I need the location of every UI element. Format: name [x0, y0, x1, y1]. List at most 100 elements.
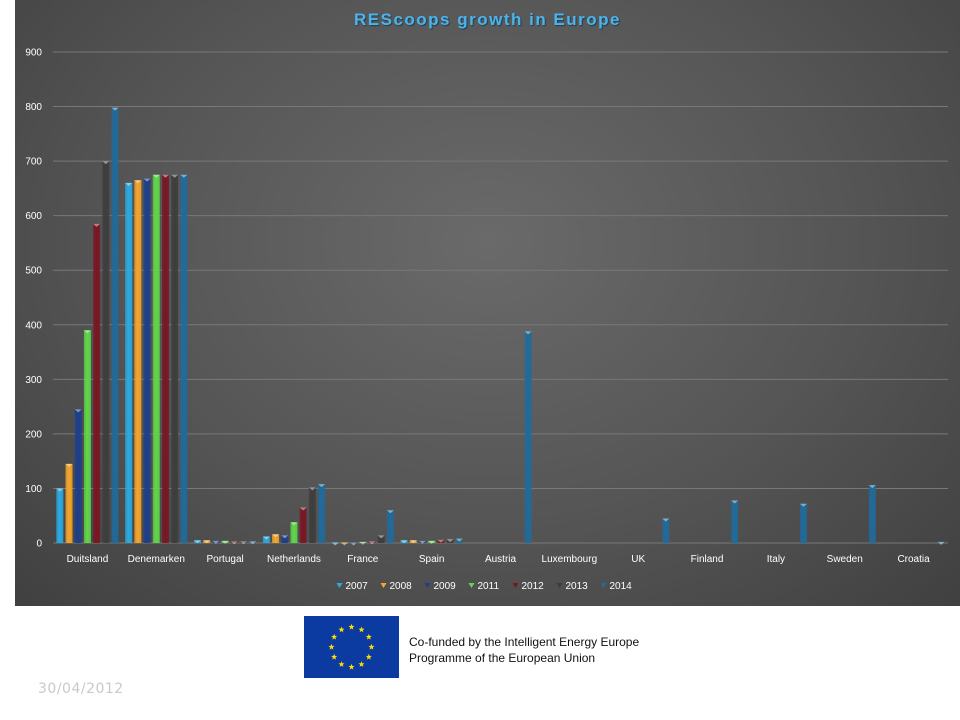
bar-cap: [428, 540, 436, 544]
bar-cap: [400, 540, 408, 544]
legend-item: 2008: [380, 581, 412, 592]
bar-cap: [308, 487, 316, 491]
legend-label: 2013: [566, 581, 589, 592]
eu-star: [338, 626, 345, 633]
bar-cap: [125, 182, 133, 186]
y-tick-label: 800: [25, 102, 42, 113]
y-tick-label: 400: [25, 320, 42, 331]
legend-label: 2011: [478, 581, 500, 592]
legend-swatch: [556, 583, 563, 588]
bar: [409, 540, 417, 543]
bar: [368, 541, 376, 543]
bar-cap: [111, 107, 119, 111]
bar-cap: [93, 223, 101, 227]
bar: [937, 541, 945, 543]
bar-cap: [937, 541, 945, 545]
bar-cap: [249, 541, 257, 545]
bar: [799, 503, 807, 543]
bar-cap: [262, 536, 270, 540]
bar: [194, 540, 202, 543]
bar-cap: [212, 540, 220, 544]
bar: [446, 539, 454, 543]
bar-cap: [272, 534, 280, 538]
x-tick-label: Austria: [485, 554, 517, 565]
bar: [203, 540, 211, 543]
bar-cap: [386, 510, 394, 514]
bar: [143, 178, 151, 543]
legend-item: 2011: [468, 581, 500, 592]
bar: [230, 541, 238, 543]
bar-cap: [203, 540, 211, 544]
bar-cap: [455, 538, 463, 542]
bar-cap: [359, 541, 367, 545]
bar: [662, 518, 670, 543]
bar: [74, 409, 82, 543]
x-tick-label: Spain: [419, 554, 445, 565]
bar-cap: [65, 463, 73, 467]
eu-star: [368, 643, 375, 650]
eu-star: [358, 626, 365, 633]
x-tick-label: Luxembourg: [542, 554, 598, 565]
legend-label: 2009: [434, 581, 457, 592]
bar: [134, 180, 142, 543]
bar: [111, 107, 119, 543]
y-tick-label: 300: [25, 375, 42, 386]
eu-star: [358, 661, 365, 667]
bar-cap: [662, 518, 670, 522]
eu-star: [365, 633, 372, 640]
chart-title: REScoops growth in Europe: [353, 10, 621, 29]
bar: [318, 484, 326, 543]
bar: [56, 488, 64, 543]
x-tick-label: UK: [631, 554, 645, 565]
x-tick-label: Sweden: [827, 554, 863, 565]
bar-cap: [318, 484, 326, 488]
y-tick-label: 0: [36, 539, 42, 550]
y-tick-label: 900: [25, 48, 42, 59]
cofunded-notice: Co-funded by the Intelligent Energy Euro…: [409, 634, 729, 666]
y-tick-label: 200: [25, 429, 42, 440]
legend-swatch: [380, 583, 387, 588]
gridlines: [53, 51, 948, 544]
y-tick-label: 500: [25, 266, 42, 277]
bar-cap: [240, 541, 248, 545]
bar-cap: [56, 488, 64, 492]
x-tick-label: Duitsland: [67, 554, 109, 565]
bar: [240, 541, 248, 543]
bar: [180, 174, 188, 543]
bar: [125, 182, 133, 543]
bar-cap: [331, 542, 339, 546]
legend-swatch: [600, 583, 607, 588]
legend-label: 2012: [522, 581, 545, 592]
bar: [386, 510, 394, 543]
bar: [161, 174, 169, 543]
bar-chart: 0 100 200 300 400 500 600 700 800 900 Duitsland De…: [25, 48, 948, 592]
y-axis-ticks: 0 100 200 300 400 500 600 700 800 900: [25, 48, 42, 550]
legend: 2007 2008 2009 2011 2012 2013 2014: [336, 581, 632, 592]
x-tick-label: Portugal: [206, 554, 243, 565]
eu-star: [338, 661, 345, 667]
bar: [212, 540, 220, 543]
bar: [102, 161, 110, 543]
eu-star: [331, 633, 338, 640]
bar-cap: [437, 539, 445, 543]
x-tick-label: Croatia: [897, 554, 930, 565]
bar-cap: [299, 507, 307, 511]
y-tick-label: 600: [25, 211, 42, 222]
bar-cap: [409, 540, 417, 544]
eu-star: [348, 663, 355, 670]
bar: [455, 538, 463, 543]
bar: [171, 174, 179, 543]
bar-cap: [221, 540, 229, 544]
bar-cap: [194, 540, 202, 544]
bar-cap: [868, 485, 876, 489]
legend-item: 2009: [424, 581, 457, 592]
bar-cap: [368, 541, 376, 545]
x-axis-ticks: Duitsland Denemarken Portugal Netherlands Fr…: [67, 554, 931, 565]
bar: [290, 522, 298, 543]
bar: [93, 223, 101, 543]
bar-cap: [152, 174, 160, 178]
bar-cap: [418, 540, 426, 544]
bar-cap: [446, 539, 454, 543]
bar: [152, 174, 160, 543]
legend-item: 2012: [512, 581, 545, 592]
